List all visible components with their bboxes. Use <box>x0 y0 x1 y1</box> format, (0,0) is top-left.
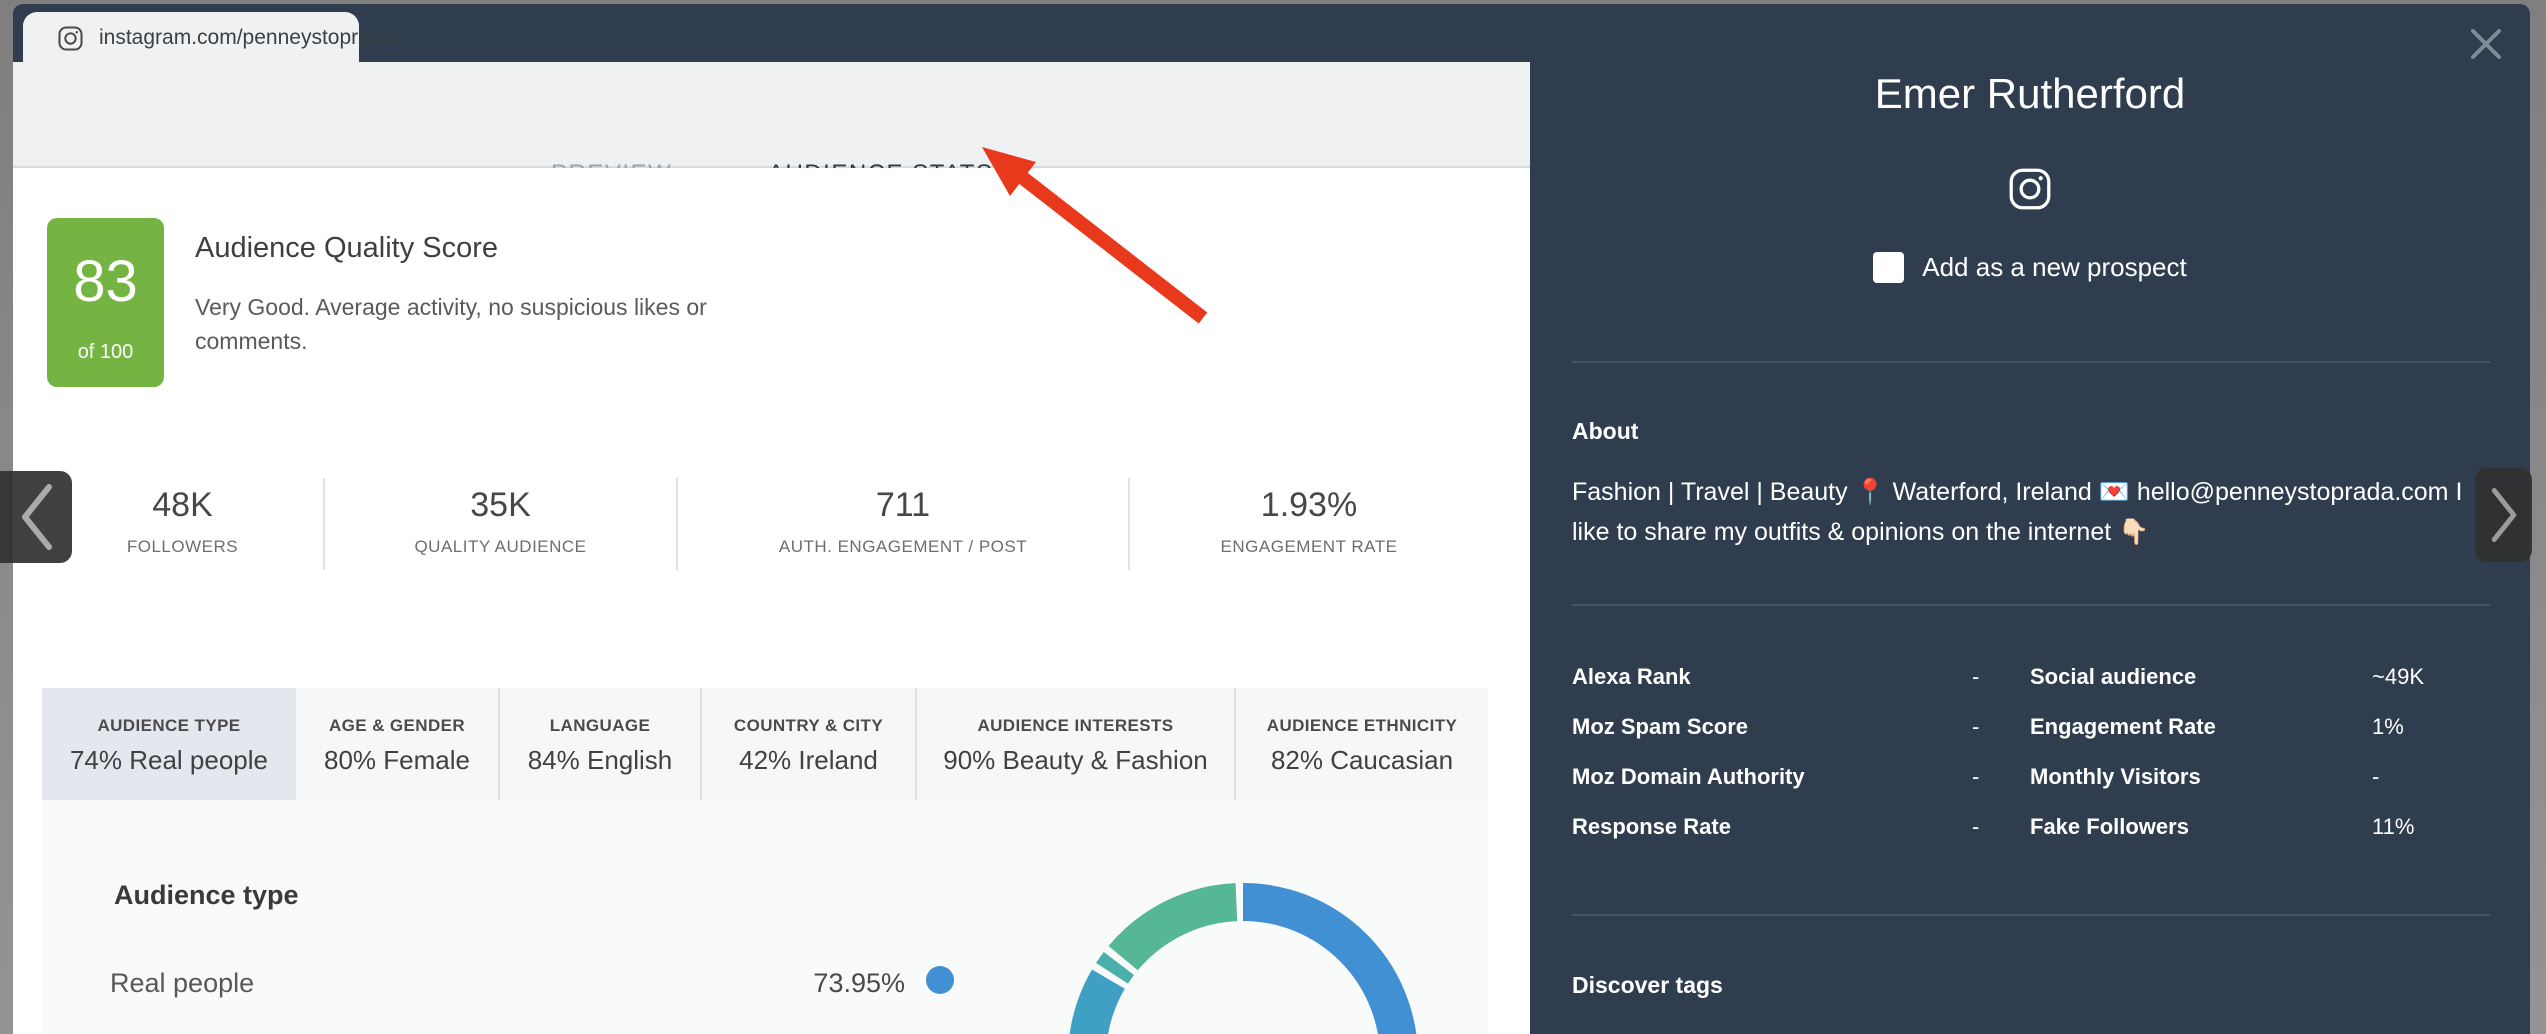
add-prospect-label: Add as a new prospect <box>1922 252 2187 282</box>
metric-label: Monthly Visitors <box>2030 764 2201 789</box>
stat-label: FOLLOWERS <box>126 537 239 556</box>
about-heading: About <box>1572 418 1639 444</box>
tab-audience-type[interactable]: AUDIENCE TYPE 74% Real people <box>42 688 296 800</box>
audience-type-donut-chart <box>1068 882 1418 1034</box>
aqs-of-label: of 100 <box>77 341 134 363</box>
section-heading: Audience type <box>114 880 299 910</box>
divider <box>1572 604 2490 606</box>
tab-value: 80% Female <box>324 745 470 775</box>
summary-stats-row: 48K FOLLOWERS 35K QUALITY AUDIENCE 711 A… <box>42 478 1488 570</box>
metric-label: Fake Followers <box>2030 814 2189 839</box>
stat-label: AUTH. ENGAGEMENT / POST <box>778 537 1028 556</box>
tab-label: AUDIENCE INTERESTS <box>977 716 1174 735</box>
metric-value: 1% <box>2372 714 2404 739</box>
legend-label: Real people <box>110 968 255 998</box>
stat-label: ENGAGEMENT RATE <box>1220 537 1398 556</box>
prev-profile-button[interactable] <box>0 471 72 563</box>
stat-auth-engagement: 711 AUTH. ENGAGEMENT / POST <box>678 478 1130 570</box>
add-prospect-checkbox[interactable] <box>1873 252 1905 283</box>
metric-label: Response Rate <box>1572 814 1731 839</box>
profile-url: instagram.com/penneystoprada <box>99 26 394 49</box>
metric-value: - <box>1972 714 1980 739</box>
audience-tab-bar: AUDIENCE TYPE 74% Real people AGE & GEND… <box>42 688 1488 800</box>
metric-label: Alexa Rank <box>1572 664 1691 689</box>
tab-label: AUDIENCE TYPE <box>97 716 241 735</box>
close-icon[interactable] <box>2468 26 2504 67</box>
metrics-table: Alexa Rank - Social audience ~49K Moz Sp… <box>1572 652 2490 852</box>
tab-value: 42% Ireland <box>739 745 878 775</box>
stats-pane: instagram.com/penneystoprada PREVIEW AUD… <box>13 4 1530 1034</box>
chevron-left-icon <box>22 484 52 550</box>
metric-value: ~49K <box>2372 664 2424 689</box>
next-profile-button[interactable] <box>2475 468 2532 562</box>
aqs-description: Very Good. Average activity, no suspicio… <box>195 294 707 354</box>
tab-value: 90% Beauty & Fashion <box>943 745 1208 775</box>
stats-content: 83 of 100 Audience Quality Score Very Go… <box>13 168 1530 1034</box>
stat-value: 711 <box>875 486 931 524</box>
stat-value: 1.93% <box>1260 486 1358 524</box>
stat-followers: 48K FOLLOWERS <box>42 478 325 570</box>
tab-country-city[interactable]: COUNTRY & CITY 42% Ireland <box>702 688 917 800</box>
legend-dot-icon <box>926 966 954 994</box>
profile-name: Emer Rutherford <box>1874 70 2186 117</box>
profile-sidebar: Emer Rutherford Add as a new prospect Ab… <box>1530 4 2530 1034</box>
stat-quality-audience: 35K QUALITY AUDIENCE <box>325 478 678 570</box>
legend-value: 73.95% <box>813 968 905 998</box>
tab-label: LANGUAGE <box>549 716 651 735</box>
aqs-score-badge: 83 of 100 <box>47 218 164 387</box>
discover-tags-heading: Discover tags <box>1572 972 1723 998</box>
aqs-score: 83 <box>73 249 138 314</box>
tab-value: 82% Caucasian <box>1270 745 1454 775</box>
stat-value: 35K <box>470 486 531 524</box>
divider <box>1572 914 2490 916</box>
tab-label: AUDIENCE ETHNICITY <box>1266 716 1458 735</box>
profile-url-tab[interactable]: instagram.com/penneystoprada <box>23 12 393 64</box>
divider <box>1572 361 2490 363</box>
audience-type-section: Audience type Real people 73.95% <box>42 800 1488 1034</box>
metric-value: - <box>2372 764 2380 789</box>
tab-label: COUNTRY & CITY <box>733 716 884 735</box>
about-text: Fashion | Travel | Beauty 📍 Waterford, I… <box>1572 478 2463 546</box>
metric-label: Social audience <box>2030 664 2197 689</box>
stat-label: QUALITY AUDIENCE <box>414 537 587 556</box>
aqs-title: Audience Quality Score <box>195 232 499 264</box>
tab-label: AGE & GENDER <box>328 716 466 735</box>
chevron-right-icon <box>2491 488 2516 543</box>
tab-language[interactable]: LANGUAGE 84% English <box>500 688 702 800</box>
stat-value: 48K <box>152 486 213 524</box>
metric-value: 11% <box>2372 814 2415 839</box>
stat-engagement-rate: 1.93% ENGAGEMENT RATE <box>1130 478 1488 570</box>
tab-value: 84% English <box>527 745 673 775</box>
instagram-icon[interactable] <box>1530 166 2530 212</box>
metric-label: Moz Domain Authority <box>1572 764 1805 789</box>
metric-label: Engagement Rate <box>2030 714 2216 739</box>
tab-age-gender[interactable]: AGE & GENDER 80% Female <box>296 688 500 800</box>
add-prospect-row: Add as a new prospect <box>1530 252 2530 283</box>
influencer-profile-modal: instagram.com/penneystoprada PREVIEW AUD… <box>13 4 2530 1034</box>
metric-value: - <box>1972 664 1980 689</box>
instagram-icon <box>57 25 84 52</box>
metric-value: - <box>1972 764 1980 789</box>
tab-audience-ethnicity[interactable]: AUDIENCE ETHNICITY 82% Caucasian <box>1236 688 1488 800</box>
tab-audience-interests[interactable]: AUDIENCE INTERESTS 90% Beauty & Fashion <box>917 688 1236 800</box>
metric-value: - <box>1972 814 1980 839</box>
modal-header: PREVIEW AUDIENCE STATS <box>13 62 1530 187</box>
tab-value: 74% Real people <box>69 745 269 775</box>
metric-label: Moz Spam Score <box>1572 714 1749 739</box>
